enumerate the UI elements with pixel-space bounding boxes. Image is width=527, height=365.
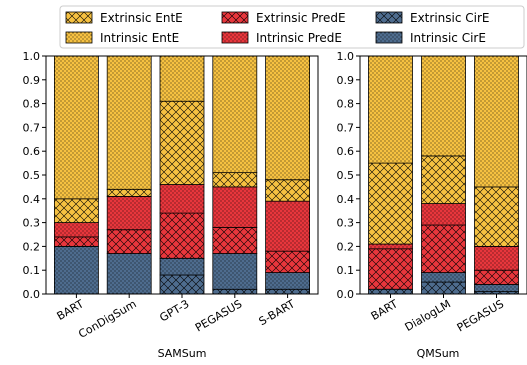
bar-bart-intrinsic-ente-hatch [54, 55, 99, 200]
y-tick-label: 0.7 [337, 121, 355, 134]
y-tick-label: 0.6 [23, 145, 41, 158]
legend-extrinsic-ente-label: Extrinsic EntE [100, 11, 183, 25]
legend: Extrinsic EntE Extrinsic PredE Extrinsic C… [59, 5, 525, 49]
legend-box [59, 5, 525, 49]
bar-dialoglm-extrinsic-ente-hatch [421, 155, 466, 204]
bar-dialoglm-intrinsic-cire-hatch [421, 272, 466, 283]
bar-s-bart-extrinsic-cire-hatch [265, 288, 311, 295]
bar-bart-intrinsic-prede-hatch [368, 243, 413, 250]
legend-extrinsic-cire-swatch-hatch [375, 11, 403, 24]
bar-dialoglm-extrinsic-cire-hatch [421, 281, 466, 295]
y-tick-label: 0.8 [23, 98, 41, 111]
y-tick-label: 0.5 [337, 169, 355, 182]
bar-gpt-3-intrinsic-cire-hatch [159, 257, 205, 276]
legend-extrinsic-ente-swatch-hatch [65, 11, 93, 24]
y-tick-label: 1.0 [23, 50, 41, 63]
bar-s-bart-intrinsic-cire-hatch [265, 272, 311, 290]
bar-gpt-3-extrinsic-ente-hatch [159, 100, 205, 185]
bar-pegasus-intrinsic-prede-hatch [474, 245, 519, 271]
bar-pegasus-intrinsic-cire-hatch [212, 253, 258, 290]
x-tick-label: GPT-3 [157, 297, 191, 324]
bar-pegasus-extrinsic-prede-hatch [474, 269, 519, 285]
bar-condigsum-intrinsic-cire-hatch [106, 253, 152, 295]
bar-bart-extrinsic-prede-hatch [54, 236, 99, 247]
bar-pegasus-intrinsic-cire-hatch [474, 284, 519, 293]
x-tick-label: PEGASUS [455, 297, 506, 334]
y-tick-label: 0.3 [23, 217, 41, 230]
y-tick-label: 0.7 [23, 121, 41, 134]
legend-extrinsic-cire-label: Extrinsic CirE [410, 11, 490, 25]
qmsum-panel: BART DialogLM PEGASUS 0.0 0.1 0.2 0.3 0.4 0.5 0.6… [337, 50, 527, 360]
bar-pegasus-intrinsic-ente-hatch [474, 55, 519, 188]
y-tick-label: 0.2 [23, 240, 41, 253]
bar-bart-extrinsic-ente-hatch [54, 198, 99, 224]
bar-condigsum-extrinsic-ente-hatch [106, 188, 152, 197]
y-tick-label: 0.0 [23, 288, 41, 301]
bar-pegasus-intrinsic-prede-hatch [212, 186, 258, 228]
bar-pegasus-extrinsic-ente-hatch [474, 186, 519, 247]
bar-pegasus-extrinsic-ente-hatch [212, 172, 258, 188]
legend-intrinsic-ente-swatch-hatch [65, 31, 93, 44]
bar-bart-intrinsic-cire-hatch [54, 245, 99, 295]
x-tick-label: BART [369, 297, 401, 323]
x-axis-title: QMSum [417, 347, 460, 360]
x-tick-label: BART [55, 297, 87, 323]
bar-condigsum-extrinsic-prede-hatch [106, 229, 152, 254]
x-tick-label: S-BART [257, 297, 298, 328]
bar-dialoglm-intrinsic-ente-hatch [421, 55, 466, 157]
x-tick-label: DialogLM [403, 297, 453, 334]
bar-dialoglm-intrinsic-prede-hatch [421, 203, 466, 226]
bar-s-bart-extrinsic-prede-hatch [265, 250, 311, 273]
y-tick-label: 0.4 [337, 193, 355, 206]
y-tick-label: 0.9 [23, 74, 41, 87]
bar-s-bart-intrinsic-prede-hatch [265, 200, 311, 252]
bar-s-bart-intrinsic-ente-hatch [265, 55, 311, 181]
bar-bart-intrinsic-prede-hatch [54, 222, 99, 238]
bar-bart-extrinsic-ente-hatch [368, 162, 413, 245]
x-tick-label: PEGASUS [193, 297, 244, 334]
y-tick-label: 1.0 [337, 50, 355, 63]
legend-intrinsic-prede-swatch-hatch [221, 31, 249, 44]
y-tick-label: 0.5 [23, 169, 41, 182]
y-tick-label: 0.1 [23, 264, 41, 277]
legend-intrinsic-cire-swatch-hatch [375, 31, 403, 44]
x-axis-title: SAMSum [158, 347, 207, 360]
x-tick-label: ConDigSum [76, 297, 138, 341]
bar-pegasus-extrinsic-cire-hatch [212, 288, 258, 295]
bar-bart-extrinsic-prede-hatch [368, 248, 413, 290]
legend-intrinsic-ente-label: Intrinsic EntE [100, 31, 179, 45]
legend-extrinsic-prede-swatch-hatch [221, 11, 249, 24]
bar-pegasus-extrinsic-prede-hatch [212, 226, 258, 254]
bar-condigsum-intrinsic-prede-hatch [106, 196, 152, 231]
bar-gpt-3-extrinsic-cire-hatch [159, 274, 205, 295]
legend-intrinsic-prede-label: Intrinsic PredE [256, 31, 342, 45]
bar-gpt-3-extrinsic-prede-hatch [159, 212, 205, 259]
bar-dialoglm-extrinsic-prede-hatch [421, 224, 466, 273]
bar-bart-extrinsic-cire-hatch [368, 288, 413, 295]
legend-intrinsic-cire-label: Intrinsic CirE [410, 31, 486, 45]
legend-extrinsic-prede-label: Extrinsic PredE [256, 11, 346, 25]
y-tick-label: 0.9 [337, 74, 355, 87]
y-tick-label: 0.1 [337, 264, 355, 277]
bar-condigsum-intrinsic-ente-hatch [106, 55, 152, 190]
bar-s-bart-extrinsic-ente-hatch [265, 179, 311, 202]
y-tick-label: 0.6 [337, 145, 355, 158]
y-tick-label: 0.3 [337, 217, 355, 230]
bar-gpt-3-intrinsic-ente-hatch [159, 55, 205, 102]
y-tick-label: 0.4 [23, 193, 41, 206]
bar-gpt-3-intrinsic-prede-hatch [159, 184, 205, 214]
y-tick-label: 0.2 [337, 240, 355, 253]
bar-pegasus-intrinsic-ente-hatch [212, 55, 258, 174]
y-tick-label: 0.8 [337, 98, 355, 111]
y-tick-label: 0.0 [337, 288, 355, 301]
bar-bart-intrinsic-ente-hatch [368, 55, 413, 164]
